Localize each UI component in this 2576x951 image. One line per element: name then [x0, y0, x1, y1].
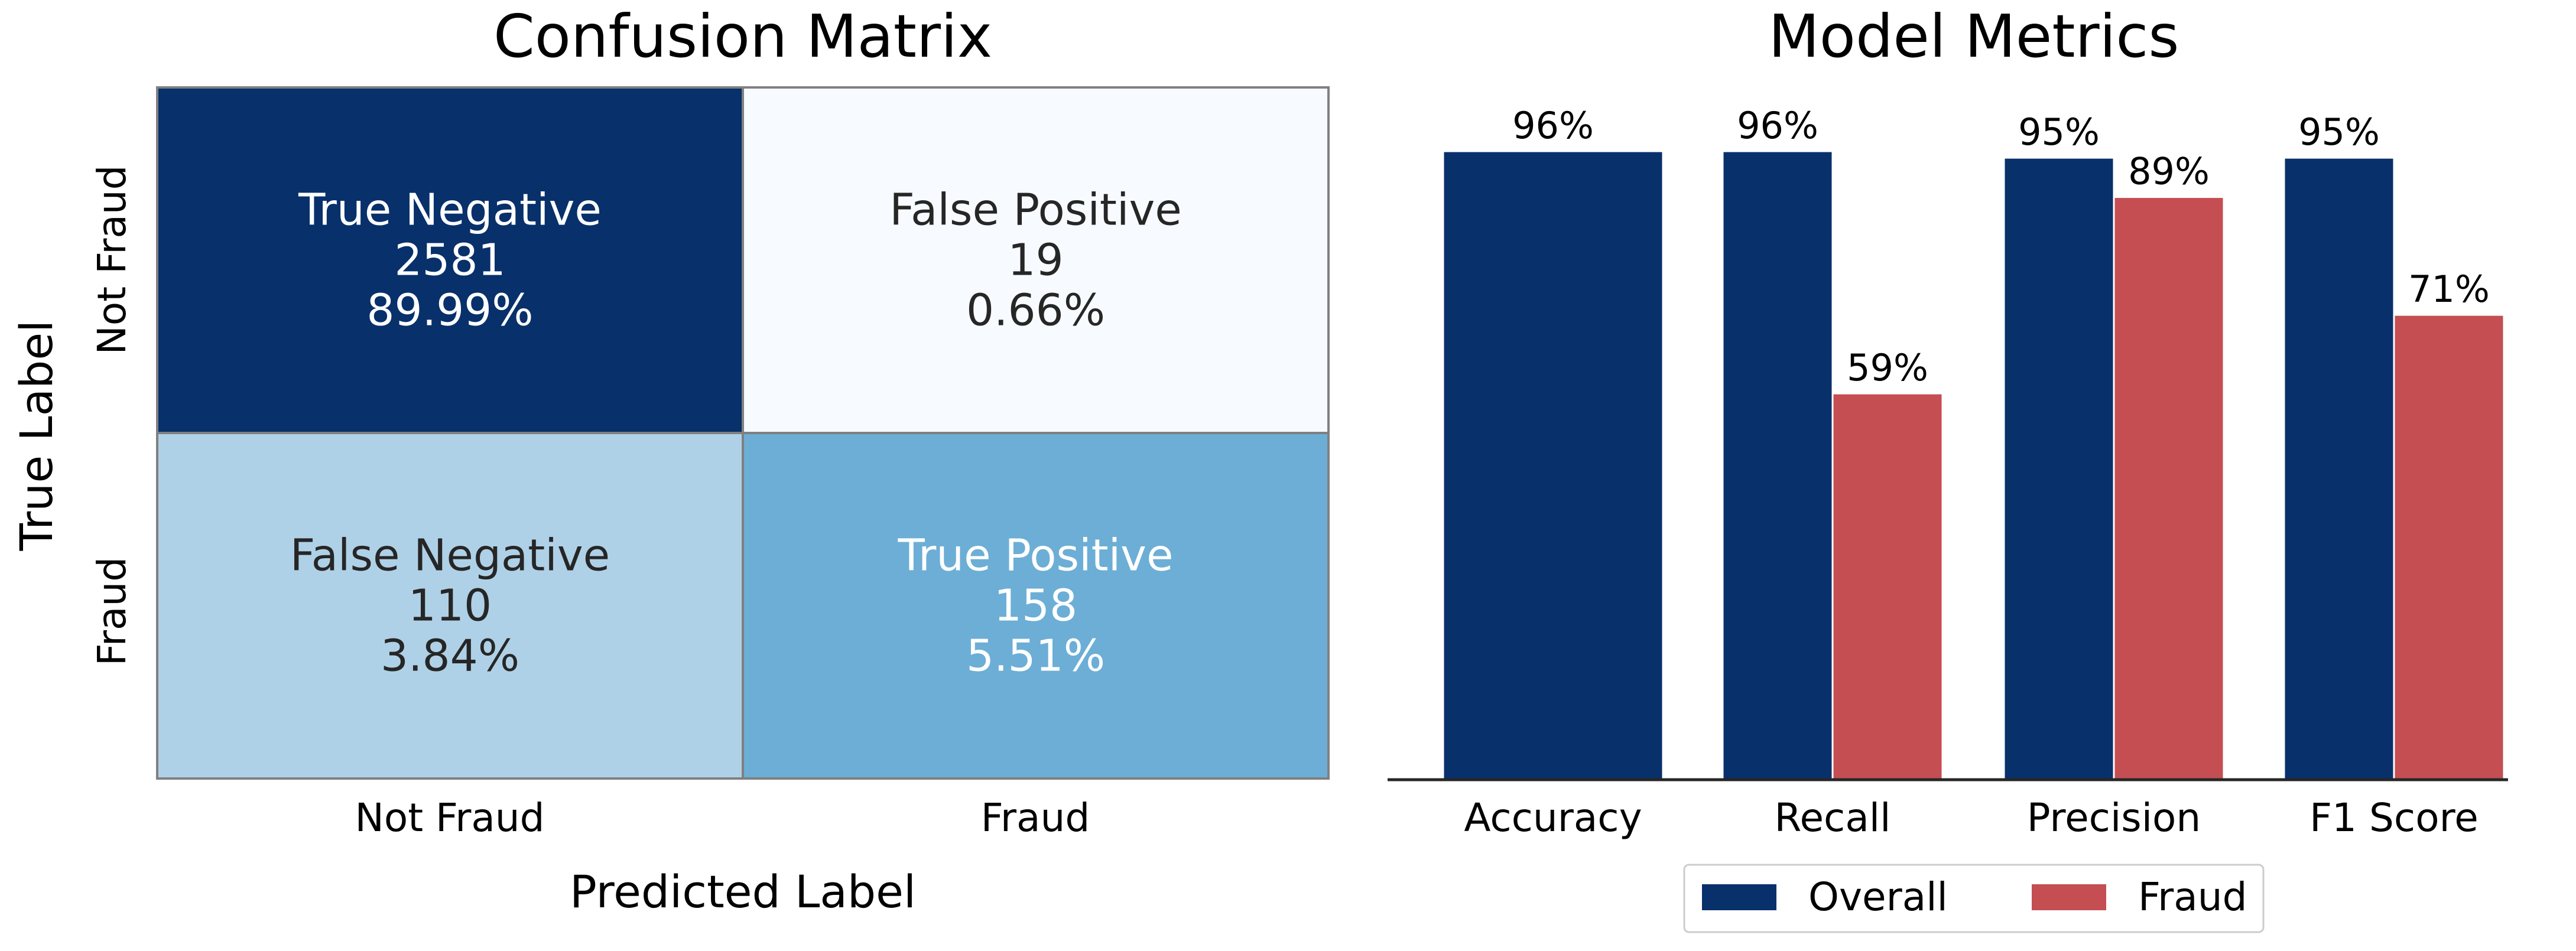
- matrix-cell-fill: [742, 432, 1330, 780]
- metric-category-labels: Accuracy Recall Precision F1 Score: [1464, 795, 2478, 841]
- x-tick-label-fraud: Fraud: [981, 795, 1090, 841]
- matrix-cell-percent: 5.51%: [966, 631, 1105, 682]
- confusion-matrix-chart: Confusion Matrix True Negative258189.99%…: [10, 2, 1330, 918]
- matrix-cell-count: 158: [994, 581, 1077, 631]
- bar-value-label-fraud-precision: 89%: [2128, 150, 2210, 193]
- bar-overall-recall: [1721, 150, 1834, 781]
- x-axis-label: Predicted Label: [570, 865, 916, 918]
- matrix-cell-fill: [742, 86, 1330, 434]
- matrix-cell-percent: 0.66%: [966, 285, 1105, 336]
- matrix-cell-percent: 3.84%: [381, 631, 519, 682]
- confusion-matrix-title: Confusion Matrix: [493, 2, 992, 71]
- matrix-cell-name: True Positive: [898, 530, 1174, 581]
- y-tick-label-fraud: Fraud: [89, 557, 135, 666]
- model-metrics-title: Model Metrics: [1768, 2, 2179, 71]
- bar-value-label-overall-accuracy: 96%: [1512, 104, 1594, 147]
- bar-fraud-f1-score: [2393, 314, 2505, 781]
- matrix-cell-count: 2581: [394, 235, 505, 286]
- category-label-accuracy: Accuracy: [1464, 795, 1642, 841]
- metric-bar-labels: 96% 96% 95% 95% 59% 89% 71%: [1512, 104, 2490, 389]
- matrix-cell-count: 110: [408, 581, 492, 631]
- bar-overall-accuracy: [1442, 150, 1664, 781]
- bar-value-label-fraud-f1-score: 71%: [2408, 268, 2490, 311]
- legend-swatch-fraud: [2032, 884, 2106, 910]
- matrix-cell-fill: [156, 432, 744, 780]
- matrix-cell-name: False Positive: [889, 185, 1182, 236]
- matrix-cell-percent: 89.99%: [366, 285, 533, 336]
- metric-bars: [1442, 150, 2505, 781]
- y-axis-label: True Label: [10, 320, 63, 552]
- bar-fraud-precision: [2113, 196, 2225, 781]
- legend: Overall Fraud: [1683, 864, 2265, 933]
- matrix-cell-fill: [156, 86, 744, 434]
- legend-box: [1683, 864, 2265, 933]
- bar-overall-precision: [2003, 157, 2115, 781]
- category-label-f1-score: F1 Score: [2309, 795, 2478, 841]
- bar-fraud-recall: [1831, 392, 1944, 781]
- y-tick-label-not-fraud: Not Fraud: [89, 165, 135, 354]
- bar-overall-f1-score: [2283, 157, 2395, 781]
- bar-value-label-fraud-recall: 59%: [1847, 346, 1928, 389]
- bar-value-label-overall-f1-score: 95%: [2298, 110, 2380, 154]
- matrix-cell-count: 19: [1008, 235, 1063, 286]
- legend-label-overall: Overall: [1808, 874, 1948, 920]
- matrix-cell-name: True Negative: [298, 185, 602, 236]
- matrix-cell-name: False Negative: [290, 530, 610, 581]
- model-metrics-chart: Model Metrics 96% 96% 95% 95% 59% 89% 71% Accu…: [1388, 2, 2508, 933]
- bar-value-label-overall-precision: 95%: [2018, 110, 2100, 154]
- legend-label-fraud: Fraud: [2138, 874, 2247, 920]
- bar-value-label-overall-recall: 96%: [1737, 104, 1818, 147]
- legend-swatch-overall: [1702, 884, 1776, 910]
- x-tick-label-not-fraud: Not Fraud: [355, 795, 544, 841]
- confusion-matrix-frame: [156, 86, 1330, 780]
- category-label-precision: Precision: [2027, 795, 2201, 841]
- category-label-recall: Recall: [1775, 795, 1891, 841]
